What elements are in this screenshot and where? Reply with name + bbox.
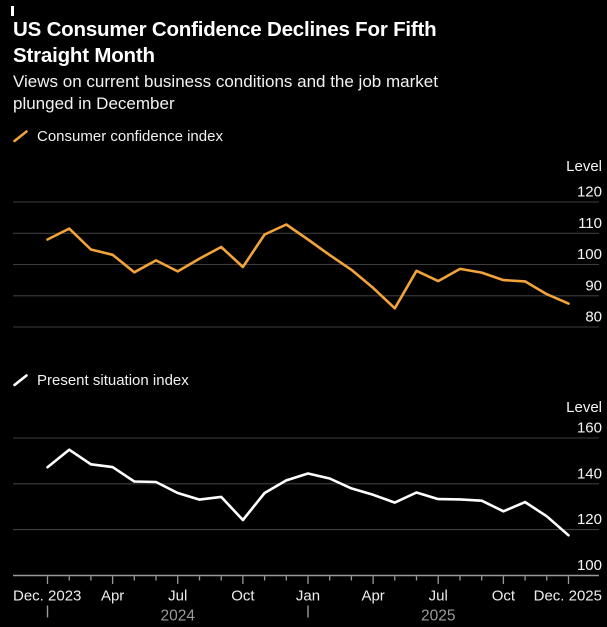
- x-tick-label: Dec. 2023: [13, 588, 81, 605]
- y-axis-title: Level: [566, 158, 602, 175]
- y-tick-label: 100: [577, 246, 602, 263]
- x-tick-label: Apr: [101, 588, 124, 605]
- x-tick-label: Jul: [168, 588, 187, 605]
- chart-title-line2: Straight Month: [13, 44, 155, 67]
- legend-label: Consumer confidence index: [37, 127, 223, 145]
- chart-title: US Consumer Confidence Declines For Fift…: [13, 17, 437, 69]
- chart-subtitle-line2: plunged in December: [13, 94, 175, 113]
- x-tick-label: Apr: [361, 588, 384, 605]
- y-tick-label: 100: [577, 557, 602, 574]
- y-tick-label: 120: [577, 184, 602, 201]
- x-tick-label: Oct: [231, 588, 255, 605]
- y-tick-label: 120: [577, 511, 602, 528]
- x-tick-label: Dec. 2025: [534, 588, 602, 605]
- chart-subtitle: Views on current business conditions and…: [13, 71, 438, 115]
- consumer-confidence-line: [46, 223, 570, 310]
- x-tick-label: Oct: [492, 588, 516, 605]
- white-line-swatch-icon: [13, 373, 28, 386]
- legend-present-situation: Present situation index: [13, 371, 189, 389]
- y-tick-label: 140: [577, 465, 602, 482]
- orange-line-swatch-icon: [13, 129, 28, 142]
- y-tick-label: 80: [585, 309, 602, 326]
- legend-consumer-confidence: Consumer confidence index: [13, 127, 223, 145]
- year-label: 2024: [161, 608, 196, 625]
- chart-subtitle-line1: Views on current business conditions and…: [13, 72, 438, 91]
- chart-title-line1: US Consumer Confidence Declines For Fift…: [13, 18, 437, 41]
- present-situation-line: [46, 448, 570, 537]
- x-tick-label: Jul: [429, 588, 448, 605]
- y-tick-label: 90: [585, 277, 602, 294]
- legend-label: Present situation index: [37, 371, 189, 389]
- top-left-tick-mark: [11, 6, 14, 16]
- y-tick-label: 110: [578, 215, 602, 232]
- y-tick-label: 160: [577, 420, 602, 437]
- x-tick-label: Jan: [296, 588, 320, 605]
- year-label: 2025: [421, 608, 455, 625]
- y-axis-title: Level: [566, 399, 602, 416]
